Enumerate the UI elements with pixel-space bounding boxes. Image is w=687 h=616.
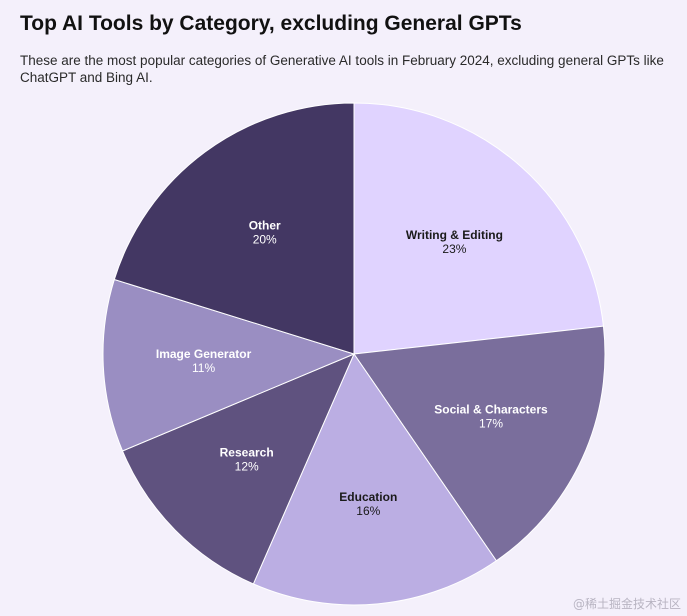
slice-label-education: Education [339, 490, 397, 504]
chart-subtitle: These are the most popular categories of… [20, 53, 664, 85]
slice-value-image-generator: 11% [192, 361, 215, 375]
slice-label-social-and-characters: Social & Characters [434, 403, 548, 417]
pie-slice-other[interactable] [113, 102, 355, 355]
slice-label-research: Research [220, 446, 274, 460]
slice-value-education: 16% [356, 504, 380, 518]
slice-value-other: 20% [253, 233, 277, 247]
slice-label-writing-and-editing: Writing & Editing [406, 228, 503, 242]
chart-title: Top AI Tools by Category, excluding Gene… [20, 12, 522, 35]
slice-label-image-generator: Image Generator [156, 347, 252, 361]
watermark-text: @稀土掘金技术社区 [572, 597, 681, 611]
pie-slice-social-and-characters[interactable] [353, 325, 606, 562]
slice-value-research: 12% [235, 460, 259, 474]
pie-slice-research[interactable] [121, 353, 355, 585]
pie-slices [102, 102, 606, 606]
slice-label-other: Other [249, 219, 281, 233]
pie-slice-education[interactable] [252, 352, 498, 606]
pie-slice-image-generator[interactable] [102, 278, 356, 452]
slice-value-social-and-characters: 17% [479, 417, 503, 431]
slice-value-writing-and-editing: 23% [442, 242, 466, 256]
pie-slice-writing-and-editing[interactable] [353, 102, 605, 355]
